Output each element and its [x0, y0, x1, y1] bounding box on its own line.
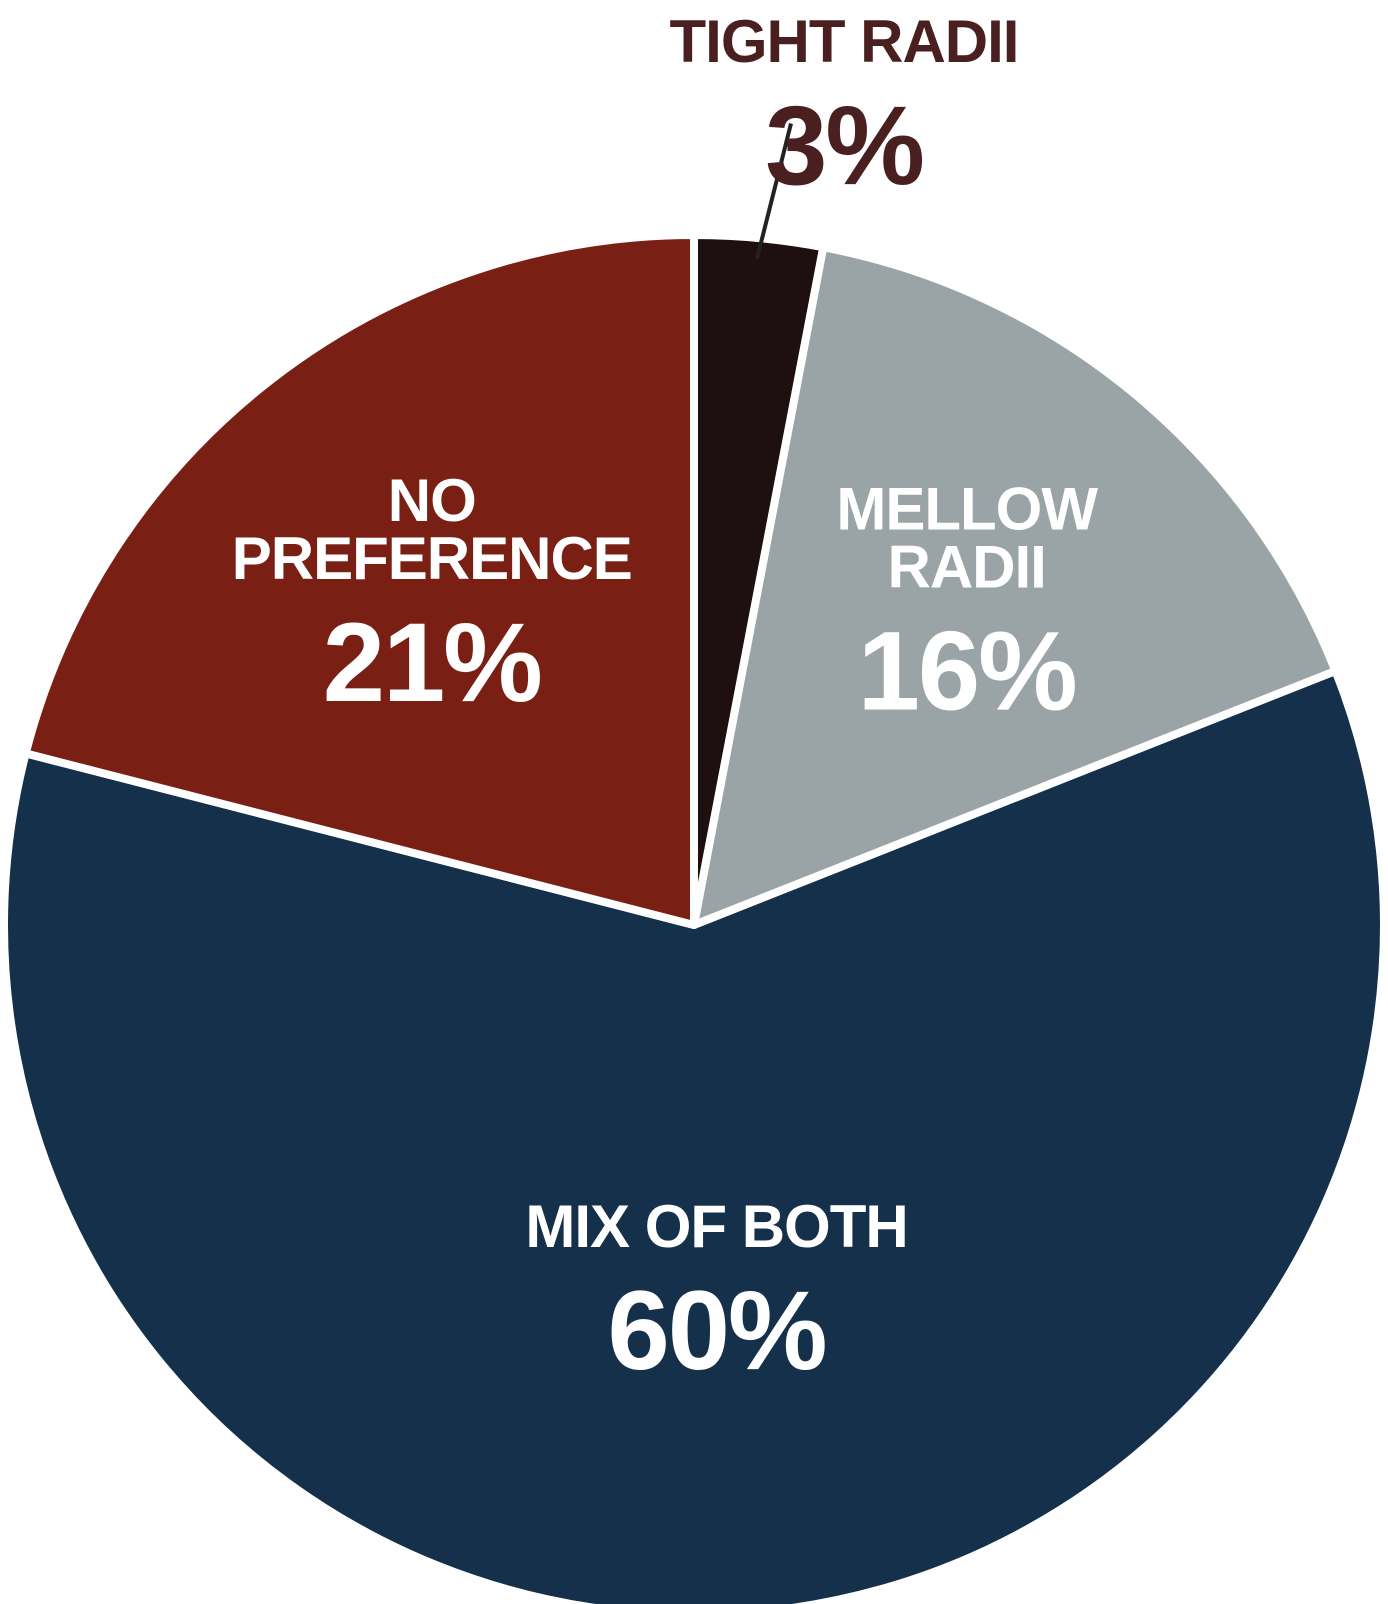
- slice-label: RADII: [888, 533, 1046, 600]
- slice-label: MIX OF BOTH: [525, 1193, 907, 1260]
- pie-slice-mix-of-both: [0, 666, 1388, 1604]
- slice-label: TIGHT RADII: [670, 8, 1019, 75]
- pie-slice-no-preference: [21, 231, 698, 929]
- slice-label: MELLOW: [836, 475, 1098, 542]
- leader-line: [755, 123, 793, 260]
- slice-value-label: 60%: [607, 1268, 825, 1393]
- slice-value-label: 21%: [323, 600, 541, 725]
- pie-slice-mellow-radii: [690, 243, 1340, 929]
- slice-value-label: 3%: [765, 83, 923, 208]
- slice-value-label: 16%: [858, 608, 1076, 733]
- slice-label: PREFERENCE: [232, 525, 632, 592]
- slice-label: NO: [388, 467, 476, 534]
- pie-slices: [0, 231, 1388, 1604]
